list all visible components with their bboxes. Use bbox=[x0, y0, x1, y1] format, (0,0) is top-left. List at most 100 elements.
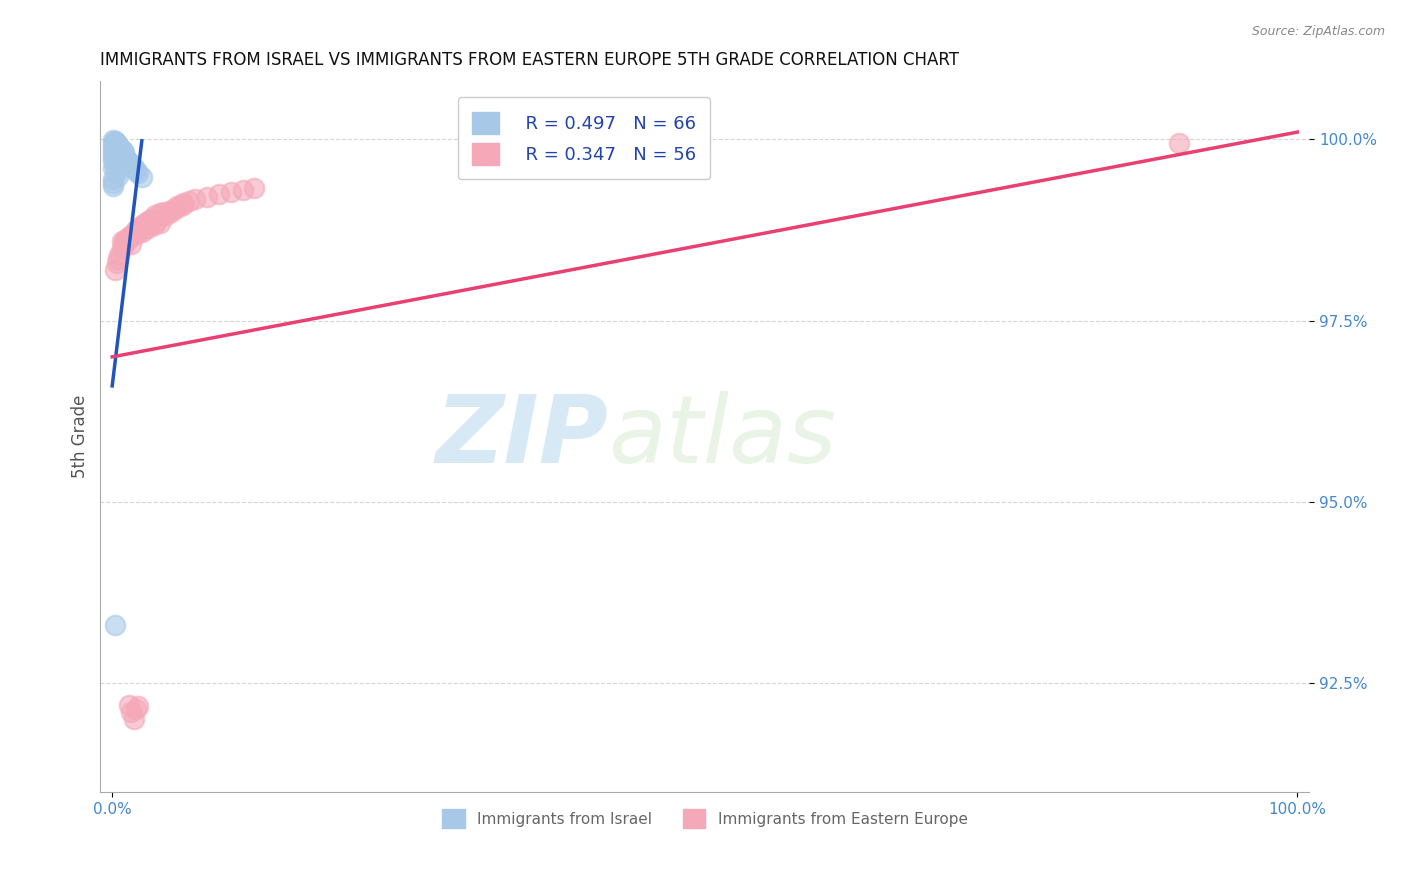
Point bbox=[127, 220, 149, 235]
Point bbox=[108, 248, 131, 262]
Point bbox=[118, 155, 141, 169]
Point bbox=[111, 144, 134, 158]
Point bbox=[143, 209, 166, 223]
Text: atlas: atlas bbox=[607, 392, 837, 483]
Point bbox=[105, 165, 128, 179]
Point bbox=[141, 212, 163, 227]
Point bbox=[114, 151, 136, 165]
Point bbox=[166, 199, 188, 213]
Point bbox=[120, 237, 142, 252]
Point bbox=[103, 138, 125, 153]
Point bbox=[127, 699, 149, 714]
Point bbox=[118, 155, 141, 169]
Point bbox=[179, 194, 201, 208]
Point bbox=[125, 701, 148, 715]
Point bbox=[103, 618, 125, 632]
Point bbox=[103, 143, 125, 157]
Point bbox=[125, 227, 148, 241]
Point bbox=[107, 252, 129, 266]
Point bbox=[118, 230, 141, 244]
Point bbox=[146, 213, 169, 227]
Point bbox=[111, 234, 134, 248]
Point bbox=[108, 149, 131, 163]
Point bbox=[139, 217, 162, 231]
Point bbox=[120, 228, 142, 243]
Point bbox=[149, 206, 172, 220]
Point bbox=[208, 186, 231, 201]
Point bbox=[103, 161, 125, 176]
Point bbox=[107, 152, 129, 166]
Point bbox=[103, 135, 125, 149]
Point bbox=[121, 159, 143, 173]
Point bbox=[104, 136, 127, 150]
Point bbox=[120, 158, 142, 172]
Legend: Immigrants from Israel, Immigrants from Eastern Europe: Immigrants from Israel, Immigrants from … bbox=[436, 803, 974, 834]
Point bbox=[105, 155, 128, 169]
Point bbox=[160, 202, 183, 217]
Point bbox=[172, 196, 194, 211]
Point bbox=[118, 698, 141, 712]
Point bbox=[172, 197, 194, 211]
Point bbox=[111, 143, 134, 157]
Point bbox=[131, 225, 153, 239]
Point bbox=[112, 145, 135, 160]
Point bbox=[136, 213, 159, 227]
Point bbox=[160, 205, 183, 219]
Point bbox=[124, 162, 146, 177]
Point bbox=[103, 154, 125, 169]
Point bbox=[219, 185, 242, 199]
Point bbox=[122, 713, 145, 727]
Point bbox=[103, 141, 125, 155]
Point bbox=[155, 209, 177, 223]
Point bbox=[108, 139, 131, 153]
Point bbox=[120, 705, 142, 719]
Point bbox=[110, 141, 132, 155]
Point bbox=[103, 263, 125, 277]
Text: ZIP: ZIP bbox=[436, 391, 607, 483]
Point bbox=[105, 136, 128, 151]
Point bbox=[107, 169, 129, 183]
Point bbox=[111, 149, 134, 163]
Point bbox=[104, 162, 127, 177]
Point bbox=[129, 223, 152, 237]
Y-axis label: 5th Grade: 5th Grade bbox=[72, 395, 89, 478]
Point bbox=[232, 183, 254, 197]
Point bbox=[125, 163, 148, 178]
Point bbox=[103, 172, 125, 186]
Point bbox=[112, 151, 135, 165]
Point bbox=[103, 154, 125, 169]
Point bbox=[108, 154, 131, 169]
Point bbox=[115, 232, 138, 246]
Point bbox=[110, 145, 132, 160]
Point bbox=[136, 216, 159, 230]
Point bbox=[111, 147, 134, 161]
Point bbox=[108, 144, 131, 158]
Point bbox=[122, 227, 145, 241]
Text: IMMIGRANTS FROM ISRAEL VS IMMIGRANTS FROM EASTERN EUROPE 5TH GRADE CORRELATION C: IMMIGRANTS FROM ISRAEL VS IMMIGRANTS FRO… bbox=[100, 51, 959, 69]
Point bbox=[103, 151, 125, 165]
Point bbox=[243, 181, 266, 195]
Text: Source: ZipAtlas.com: Source: ZipAtlas.com bbox=[1251, 25, 1385, 38]
Point bbox=[184, 192, 207, 206]
Point bbox=[125, 223, 148, 237]
Point bbox=[166, 201, 188, 215]
Point bbox=[122, 161, 145, 175]
Point bbox=[107, 138, 129, 153]
Point bbox=[122, 228, 145, 243]
Point bbox=[103, 158, 125, 172]
Point bbox=[103, 145, 125, 159]
Point bbox=[112, 155, 135, 169]
Point bbox=[112, 235, 135, 250]
Point bbox=[136, 220, 159, 235]
Point bbox=[115, 234, 138, 248]
Point bbox=[111, 153, 134, 167]
Point bbox=[118, 230, 141, 244]
Point bbox=[127, 166, 149, 180]
Point bbox=[105, 145, 128, 160]
Point bbox=[117, 154, 139, 169]
Point bbox=[131, 218, 153, 232]
Point bbox=[153, 205, 176, 219]
Point bbox=[103, 139, 125, 153]
Point bbox=[105, 151, 128, 165]
Point bbox=[134, 216, 156, 230]
